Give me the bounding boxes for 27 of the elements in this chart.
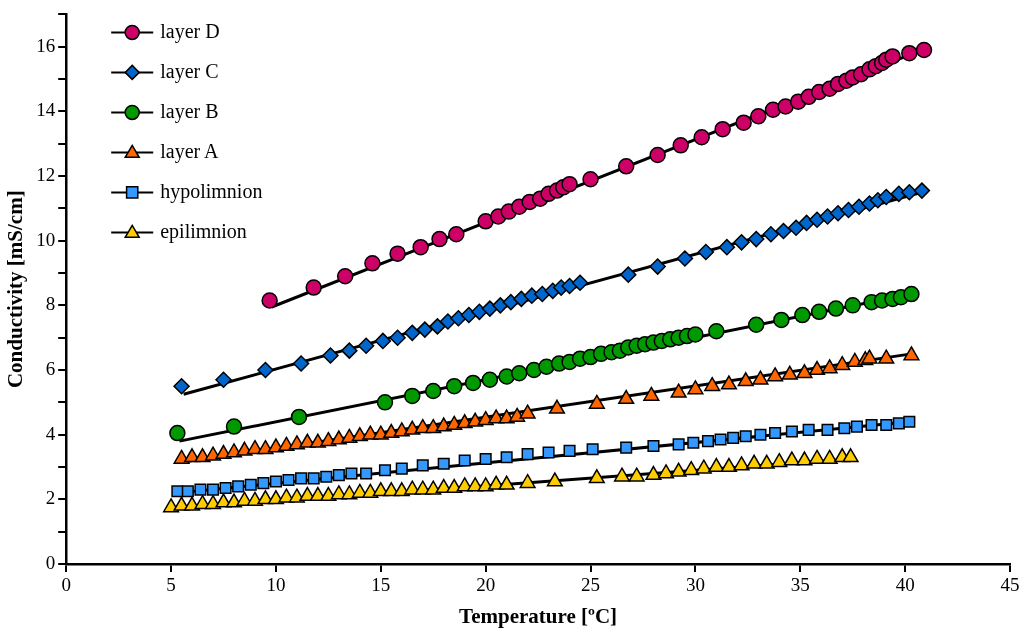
x-tick-label: 0: [61, 574, 71, 596]
legend-label: epilimnion: [160, 219, 247, 243]
y-axis-title: Conductivity [mS/cm]: [3, 190, 28, 389]
x-tick-label: 15: [371, 574, 391, 596]
y-tick-label: 10: [36, 228, 56, 250]
y-tick-label: 0: [45, 551, 56, 573]
x-axis-title: Temperature [ºC]: [459, 603, 618, 628]
x-tick-label: 10: [266, 574, 286, 596]
legend-label: layer C: [160, 59, 219, 83]
y-tick-label: 16: [36, 34, 56, 56]
x-tick-label: 40: [895, 574, 915, 596]
x-tick-label: 25: [581, 574, 601, 596]
x-tick-label: 30: [685, 574, 705, 596]
legend-label: layer A: [160, 139, 220, 163]
y-tick-label: 8: [45, 293, 56, 315]
y-tick-label: 2: [45, 487, 56, 509]
y-tick-label: 4: [45, 422, 56, 444]
legend-label: layer D: [160, 19, 220, 43]
y-tick-label: 6: [45, 358, 56, 380]
x-tick-label: 45: [1000, 574, 1020, 596]
x-tick-label: 20: [476, 574, 496, 596]
legend-label: layer B: [160, 99, 219, 123]
x-tick-label: 35: [790, 574, 810, 596]
y-tick-label: 14: [36, 99, 56, 121]
legend-label: hypolimnion: [160, 179, 263, 203]
x-tick-label: 5: [166, 574, 176, 596]
y-tick-label: 12: [36, 164, 56, 186]
